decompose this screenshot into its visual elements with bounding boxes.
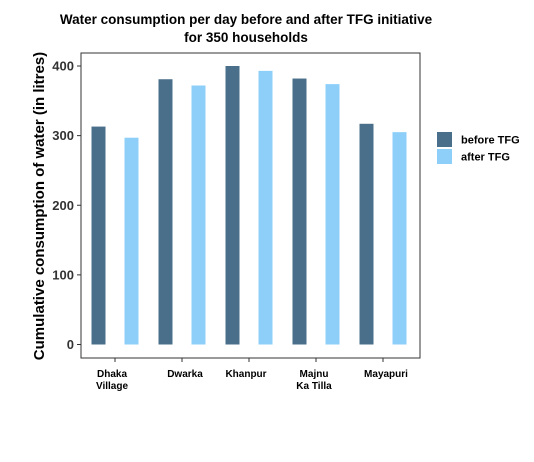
y-tick-label: 0 [67, 337, 74, 352]
bar-after-1 [191, 85, 206, 345]
x-tick-label: Majnu [300, 369, 329, 380]
y-tick-label: 200 [52, 198, 74, 213]
y-axis-label: Cumulative consumption of water (in litr… [31, 52, 48, 360]
bar-after-2 [258, 70, 273, 345]
legend-swatch-0 [437, 132, 452, 147]
bar-before-2 [225, 66, 240, 345]
bar-after-4 [392, 132, 407, 345]
bar-before-3 [292, 78, 307, 345]
y-tick-label: 100 [52, 267, 74, 282]
x-tick-label: Dhaka [97, 369, 127, 380]
x-tick-label: Khanpur [225, 369, 266, 380]
bar-after-3 [325, 84, 340, 345]
bar-before-1 [158, 79, 173, 345]
x-tick-label: Ka Tilla [296, 381, 332, 392]
x-tick-label: Dwarka [167, 369, 203, 380]
legend-label-1: after TFG [461, 152, 510, 164]
bar-before-0 [91, 126, 106, 345]
bar-before-4 [359, 123, 374, 345]
y-tick-label: 300 [52, 128, 74, 143]
bars [91, 66, 407, 345]
x-tick-label: Mayapuri [364, 369, 408, 380]
legend: before TFG after TFG [437, 132, 520, 164]
chart-title-line-1: Water consumption per day before and aft… [60, 12, 433, 27]
legend-swatch-1 [437, 149, 452, 164]
x-tick-label: Village [96, 381, 128, 392]
legend-label-0: before TFG [461, 135, 520, 147]
bar-after-0 [124, 137, 139, 345]
y-axis-ticks: 0 100 200 300 400 [52, 59, 81, 352]
y-tick-label: 400 [52, 59, 74, 74]
chart-title-line-2: for 350 households [184, 30, 308, 45]
